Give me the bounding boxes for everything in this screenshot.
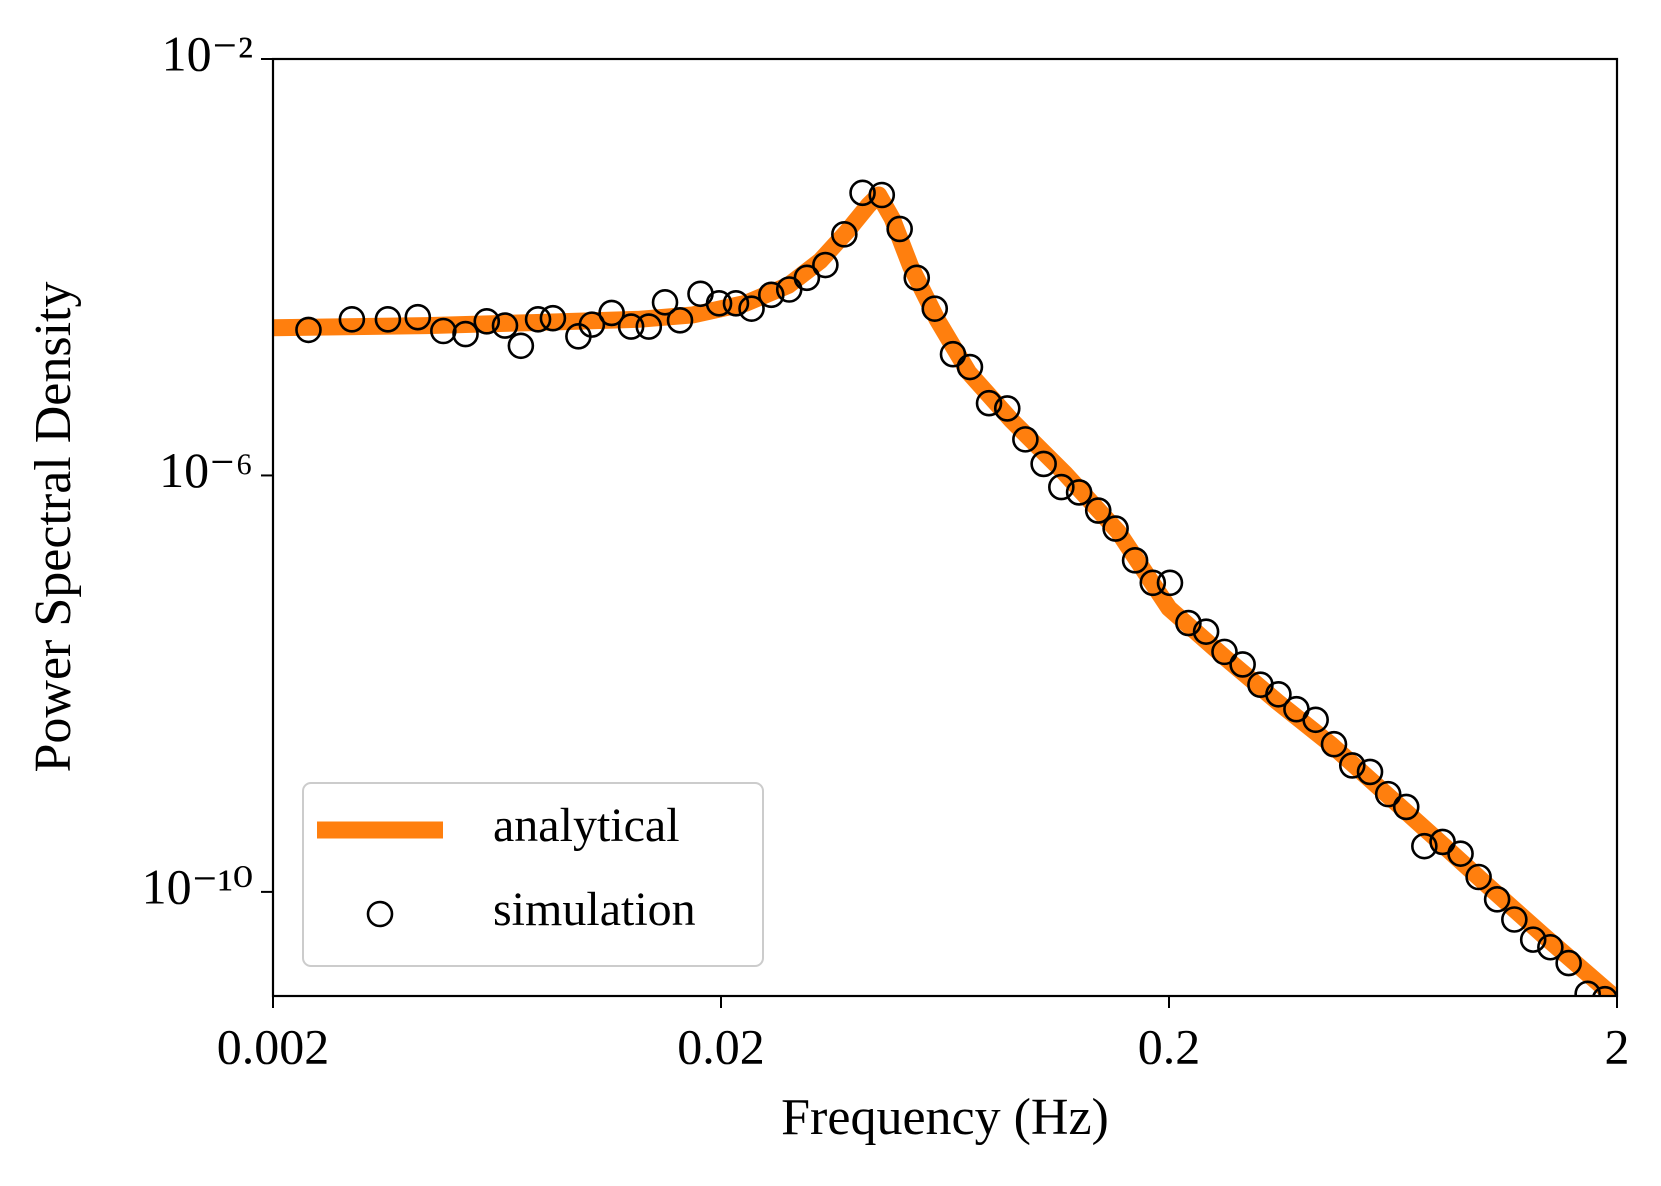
- simulation-point: [1012, 426, 1039, 453]
- simulation-point: [1411, 832, 1438, 860]
- x-tick-label: 0.2: [1138, 1018, 1201, 1074]
- simulation-point: [903, 264, 931, 292]
- simulation-point: [1302, 706, 1329, 734]
- y-tick-label: 10⁻¹⁰: [142, 858, 253, 914]
- x-axis-label: Frequency (Hz): [781, 1089, 1109, 1146]
- y-tick-label: 10⁻⁶: [159, 442, 253, 498]
- simulation-point: [722, 290, 750, 317]
- simulation-point: [1338, 752, 1366, 779]
- simulation-point: [1048, 473, 1075, 501]
- legend-swatch: [366, 900, 394, 928]
- simulation-point: [635, 313, 663, 340]
- simulation-point: [757, 281, 785, 309]
- simulation-point: [705, 290, 733, 317]
- simulation-point: [1192, 618, 1220, 645]
- simulation-point: [1447, 840, 1474, 867]
- plot-area: [273, 179, 1617, 996]
- simulation-point: [1175, 609, 1202, 637]
- simulation-point: [651, 289, 679, 316]
- simulation-point: [993, 395, 1021, 422]
- y-tick-label: 10⁻²: [162, 25, 253, 81]
- simulation-point: [1156, 569, 1184, 597]
- simulation-point: [1030, 450, 1057, 478]
- y-axis-label: Power Spectral Density: [25, 281, 82, 772]
- simulation-point: [1084, 497, 1112, 524]
- simulation-point: [1139, 569, 1167, 597]
- simulation-point: [1374, 780, 1402, 808]
- simulation-point: [1102, 515, 1129, 542]
- simulation-point: [338, 306, 366, 333]
- simulation-point: [831, 221, 858, 248]
- x-tick-label: 0.02: [677, 1018, 765, 1074]
- x-tick-label: 0.002: [217, 1018, 330, 1074]
- legend-label: analytical: [493, 799, 680, 852]
- simulation-point: [849, 179, 876, 207]
- simulation-point: [539, 304, 567, 332]
- simulation-point: [473, 308, 501, 335]
- simulation-point: [975, 389, 1003, 417]
- simulation-point: [404, 303, 432, 331]
- simulation-point: [1519, 926, 1547, 953]
- simulation-point: [1537, 933, 1564, 961]
- simulation-point: [812, 251, 839, 279]
- simulation-point: [295, 316, 322, 344]
- simulation-point: [939, 340, 967, 368]
- simulation-point: [1555, 949, 1582, 977]
- simulation-point: [430, 317, 457, 345]
- simulation-point: [1211, 638, 1238, 666]
- simulation-point: [1356, 758, 1384, 786]
- simulation-point: [1592, 985, 1617, 996]
- simulation-point: [374, 306, 402, 333]
- simulation-point: [666, 307, 694, 334]
- simulation-point: [687, 280, 714, 308]
- simulation-point: [1465, 863, 1492, 891]
- simulation-point: [1121, 547, 1149, 574]
- x-tick-label: 2: [1605, 1018, 1630, 1074]
- axes-frame: [271, 57, 1619, 998]
- simulation-point: [1392, 793, 1420, 821]
- simulation-point: [1229, 651, 1256, 678]
- simulation-point: [956, 353, 984, 381]
- simulation-point: [507, 332, 535, 360]
- simulation-point: [1265, 680, 1292, 708]
- simulation-point: [598, 299, 625, 327]
- simulation-point: [452, 320, 479, 348]
- legend-label: simulation: [493, 883, 696, 936]
- simulation-point: [921, 295, 949, 322]
- simulation-point: [491, 312, 519, 339]
- simulation-point: [886, 215, 913, 243]
- simulation-point: [738, 295, 765, 322]
- simulation-point: [868, 181, 896, 209]
- simulation-point: [578, 311, 606, 338]
- simulation-point: [617, 313, 645, 340]
- simulation-point: [793, 264, 821, 292]
- simulation-point: [1483, 885, 1511, 913]
- simulation-point: [524, 306, 552, 333]
- simulation-point: [1574, 980, 1601, 996]
- simulation-point: [1501, 906, 1528, 933]
- simulation-point: [1320, 730, 1348, 758]
- simulation-point: [1065, 479, 1093, 506]
